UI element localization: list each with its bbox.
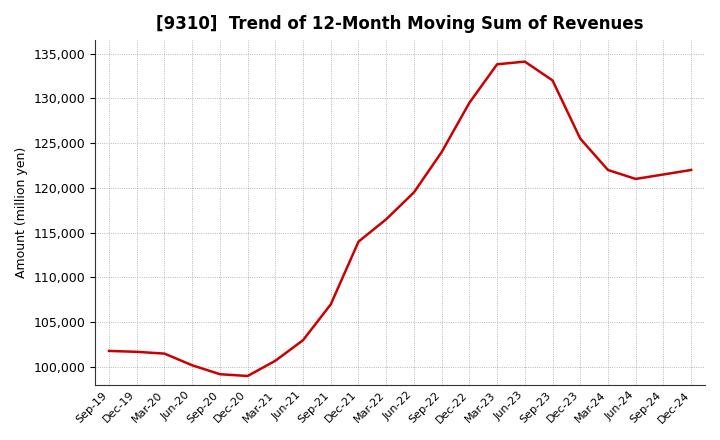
Title: [9310]  Trend of 12-Month Moving Sum of Revenues: [9310] Trend of 12-Month Moving Sum of R… — [156, 15, 644, 33]
Y-axis label: Amount (million yen): Amount (million yen) — [15, 147, 28, 278]
